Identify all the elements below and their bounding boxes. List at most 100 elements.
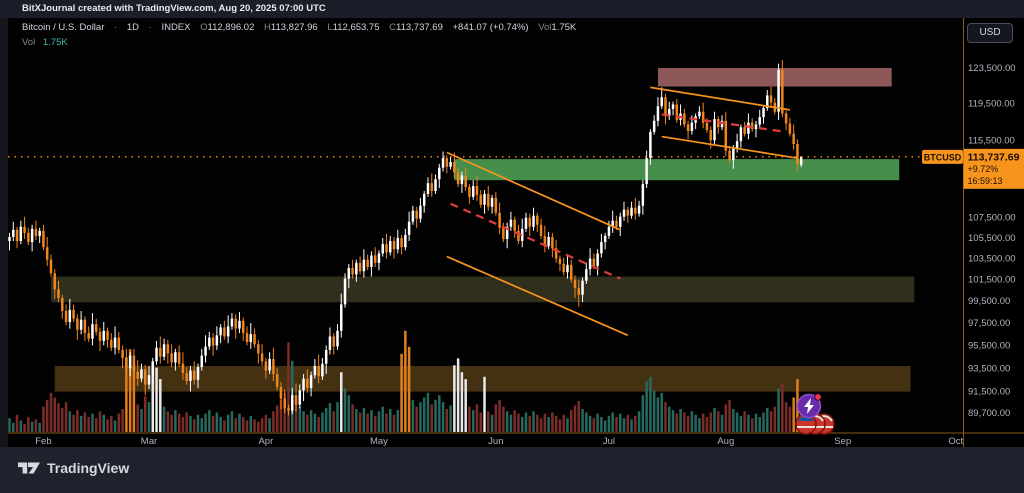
volume-bar: [192, 419, 196, 432]
chart-pane[interactable]: [8, 18, 963, 433]
volume-bar: [505, 411, 509, 432]
tradingview-logo[interactable]: TradingView: [18, 460, 129, 476]
candle: [192, 370, 196, 380]
candle: [396, 237, 400, 250]
volume-bar: [483, 376, 486, 432]
month-tick-label: Apr: [258, 436, 273, 447]
candle: [38, 230, 41, 236]
candle: [189, 370, 192, 382]
candle: [690, 122, 694, 131]
candle: [404, 234, 407, 248]
volume-bar: [585, 412, 588, 432]
candle: [453, 161, 456, 173]
price-tick-label: 89,700.00: [968, 408, 1010, 419]
candle: [615, 220, 618, 227]
month-tick-label: Jul: [603, 436, 615, 447]
volume-bar: [566, 418, 569, 432]
volume-bar: [358, 412, 362, 432]
candle: [381, 244, 384, 254]
price-axis-area[interactable]: [963, 18, 1024, 447]
volume-bar: [407, 346, 411, 432]
candles-layer: [8, 60, 803, 416]
currency-toggle-button[interactable]: USD: [967, 23, 1013, 43]
price-tick-label: 99,500.00: [968, 296, 1010, 307]
volume-bar: [438, 395, 441, 432]
volume-bar: [140, 409, 143, 432]
notification-dot: [814, 393, 822, 401]
candle: [147, 375, 151, 385]
candle: [660, 97, 663, 107]
candle: [15, 229, 19, 242]
volume-bar: [441, 402, 445, 432]
candle: [340, 304, 343, 331]
volume-bar: [166, 411, 170, 432]
volume-bar: [615, 417, 618, 432]
symbol-header[interactable]: Bitcoin / U.S. Dollar · 1D · INDEX O112,…: [22, 22, 577, 33]
volume-bar: [487, 411, 490, 432]
volume-bar: [784, 402, 788, 432]
interval-value[interactable]: 1D: [126, 22, 139, 33]
volume-bar: [611, 412, 614, 432]
volume-bar: [174, 410, 177, 432]
volume-bar: [788, 406, 792, 432]
trendline-channel-mid-upper[interactable]: [446, 151, 621, 231]
volume-bar: [769, 411, 773, 432]
candle: [211, 337, 215, 346]
month-tick-label: May: [370, 436, 388, 447]
us-economic-event-sticker[interactable]: [795, 413, 835, 435]
volume-bar: [8, 418, 11, 432]
attribution-text: BitXJournal created with TradingView.com…: [22, 3, 326, 14]
candle: [392, 241, 396, 250]
candle: [389, 241, 392, 253]
volume-bar: [724, 404, 728, 432]
volume-bar: [91, 413, 94, 432]
candle: [611, 220, 614, 227]
volume-bar: [151, 374, 155, 432]
candle: [241, 320, 245, 334]
last-price-axis-label[interactable]: 113,737.69+9.72% 16:59:13: [963, 148, 1024, 189]
volume-bar: [456, 358, 460, 432]
trendline-channel-top-lower[interactable]: [661, 135, 798, 159]
trendline-channel-top-upper[interactable]: [650, 86, 791, 111]
volume-bar: [641, 395, 645, 432]
volume-bar: [464, 379, 467, 432]
volume-bar: [306, 414, 309, 432]
volume-bar: [147, 402, 151, 432]
btcusd-pane-tag: BTCUSD: [922, 149, 963, 164]
month-tick-label: Mar: [141, 436, 157, 447]
candle: [426, 183, 430, 194]
volume-bar: [709, 412, 712, 432]
volume-bar: [340, 372, 343, 432]
volume-bar: [607, 415, 611, 432]
candle: [317, 365, 320, 377]
volume-bar: [634, 415, 637, 432]
trendline-channel-mid-lower[interactable]: [446, 255, 629, 337]
symbol-title[interactable]: Bitcoin / U.S. Dollar: [22, 22, 105, 33]
candle: [238, 320, 241, 329]
candle: [468, 187, 471, 197]
volume-bar: [792, 397, 795, 432]
volume-row-value: 1.75K: [42, 37, 68, 48]
volume-bar: [38, 422, 41, 432]
trendline-channel-mid-median[interactable]: [450, 202, 621, 280]
price-tick-label: 93,500.00: [968, 363, 1010, 374]
lightning-event-sticker[interactable]: [796, 393, 822, 419]
volume-bar: [490, 414, 494, 432]
volume-bar: [758, 417, 761, 432]
time-axis-area[interactable]: [8, 433, 1024, 447]
candle: [226, 326, 230, 337]
volume-bar: [117, 413, 121, 432]
volume-bar: [479, 412, 482, 432]
candle: [618, 216, 622, 227]
exchange-name: INDEX: [161, 22, 191, 33]
candle: [287, 408, 290, 411]
volume-bar: [528, 415, 532, 432]
volume-indicator-row[interactable]: Vol 1.75K: [22, 37, 68, 48]
candle: [449, 161, 452, 167]
volume-bar: [317, 417, 320, 432]
volume-bar: [110, 415, 113, 432]
candle: [249, 334, 253, 343]
price-tick-label: 103,500.00: [968, 254, 1016, 265]
trendline-channel-top-median[interactable]: [661, 113, 787, 133]
